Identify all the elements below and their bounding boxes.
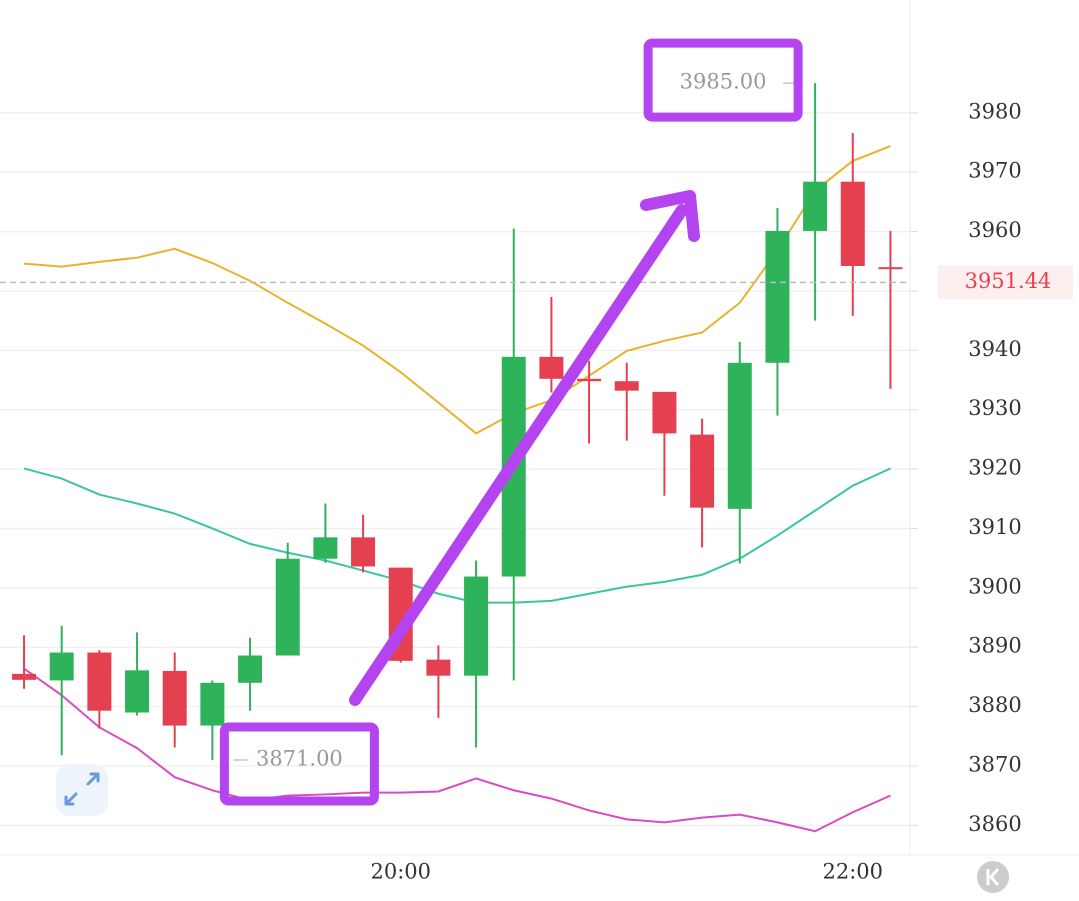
y-tick-label: 3970 [968, 159, 1021, 183]
y-tick-label: 3900 [968, 574, 1021, 598]
y-tick-label: 3920 [968, 456, 1021, 480]
indicator-line [23, 467, 891, 604]
annotation-label: 3985.00 [680, 70, 767, 94]
candle-body [162, 670, 187, 726]
y-tick-label: 3880 [968, 693, 1021, 717]
indicator-line [23, 667, 891, 833]
annotation-label: 3871.00 [256, 747, 343, 771]
annotation-box [643, 38, 803, 122]
candle-body [652, 391, 677, 434]
y-tick-label: 3870 [968, 752, 1021, 776]
candle-body [238, 655, 263, 683]
candle-body [614, 381, 639, 391]
y-tick-label: 3860 [968, 812, 1021, 836]
y-tick-label: 3930 [968, 396, 1021, 420]
candle-body [840, 181, 865, 266]
x-tick-label: 20:00 [370, 860, 431, 884]
collapse-button[interactable] [977, 861, 1009, 893]
candle-body [464, 576, 489, 676]
y-tick-label: 3940 [968, 337, 1021, 361]
candle-body [765, 230, 790, 363]
expand-button[interactable] [56, 764, 108, 816]
y-tick-label: 3980 [968, 99, 1021, 123]
indicator-line [23, 145, 891, 435]
candle-body [313, 537, 338, 559]
candle-body [878, 267, 903, 270]
candle-body [351, 537, 376, 567]
candle-body [803, 181, 828, 231]
annotation-box [219, 722, 379, 806]
last-price-label: 3951.44 [965, 269, 1052, 293]
x-tick-label: 22:00 [823, 860, 884, 884]
candle-body [275, 558, 300, 656]
candle-body [125, 670, 150, 713]
y-tick-label: 3890 [968, 634, 1021, 658]
candle-body [49, 652, 74, 681]
candle-body [539, 356, 564, 379]
y-tick-label: 3960 [968, 218, 1021, 242]
candle-body [200, 682, 225, 726]
candle-body [577, 378, 602, 382]
candle-body [727, 362, 752, 509]
candle-body [690, 434, 715, 508]
last-price-bg [938, 265, 1073, 300]
y-tick-label: 3910 [968, 515, 1021, 539]
candle-body [87, 652, 112, 711]
candle-body [12, 673, 37, 680]
candle-body [426, 659, 451, 676]
trend-arrow [349, 190, 700, 706]
